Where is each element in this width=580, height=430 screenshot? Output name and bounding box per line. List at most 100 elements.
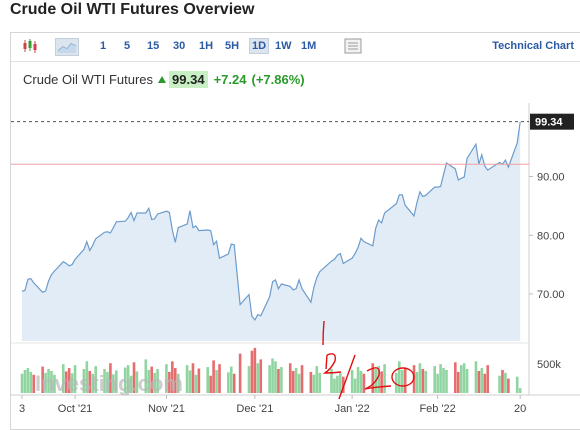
technical-chart-link[interactable]: Technical Chart bbox=[492, 40, 574, 52]
volume-bar bbox=[132, 362, 136, 393]
price-change-percent: (+7.86%) bbox=[251, 72, 305, 87]
timeframe-1m[interactable]: 1M bbox=[301, 40, 317, 52]
volume-bar bbox=[445, 369, 448, 393]
volume-bar bbox=[156, 369, 159, 393]
volume-bar bbox=[147, 369, 151, 393]
x-tick-label: Dec '21 bbox=[236, 403, 273, 415]
timeframe-5[interactable]: 5 bbox=[124, 40, 131, 52]
volume-bar bbox=[112, 374, 115, 393]
volume-bar bbox=[336, 375, 339, 393]
volume-bar bbox=[61, 364, 65, 393]
volume-bar bbox=[459, 365, 463, 393]
volume-bar bbox=[29, 371, 33, 393]
annotation-digit-0 bbox=[391, 367, 415, 387]
volume-bar bbox=[218, 364, 221, 393]
volume-bar bbox=[188, 370, 192, 393]
volume-bar bbox=[400, 369, 404, 393]
table-icon[interactable] bbox=[344, 38, 362, 54]
volume-bar bbox=[294, 368, 298, 393]
volume-bar bbox=[70, 373, 74, 393]
x-tick-label: Oct '21 bbox=[58, 403, 93, 415]
annotation-digit-2b bbox=[364, 367, 392, 390]
volume-bar bbox=[209, 375, 212, 393]
volume-bar bbox=[88, 370, 92, 393]
volume-bar bbox=[465, 369, 469, 393]
volume-bar bbox=[398, 361, 401, 393]
volume-bar bbox=[341, 376, 345, 393]
x-tick-label: Jan '22 bbox=[335, 403, 370, 415]
volume-bar bbox=[403, 368, 407, 393]
volume-bar bbox=[256, 363, 260, 393]
volume-bar bbox=[462, 363, 466, 393]
volume-bar bbox=[168, 371, 171, 393]
x-tick-label: Nov '21 bbox=[148, 403, 185, 415]
timeframe-1[interactable]: 1 bbox=[100, 40, 107, 52]
volume-bar bbox=[173, 368, 177, 393]
up-arrow-icon bbox=[158, 76, 167, 83]
volume-bar bbox=[91, 373, 95, 393]
price-line[interactable] bbox=[21, 121, 521, 321]
volume-bar bbox=[439, 364, 442, 393]
annotation-digit-1 bbox=[322, 320, 325, 346]
volume-bar bbox=[395, 372, 398, 393]
volume-bar bbox=[67, 368, 71, 393]
timeframe-5h[interactable]: 5H bbox=[225, 40, 240, 52]
volume-bar bbox=[194, 374, 198, 393]
timeframe-1h[interactable]: 1H bbox=[199, 40, 214, 52]
volume-bar bbox=[47, 369, 50, 393]
area-chart-icon[interactable] bbox=[55, 38, 79, 56]
volume-bar bbox=[150, 366, 153, 393]
volume-bar bbox=[480, 368, 484, 393]
volume-bar bbox=[44, 372, 47, 393]
volume-bar bbox=[350, 369, 354, 393]
volume-bar bbox=[318, 372, 322, 393]
candlestick-icon[interactable] bbox=[21, 38, 39, 54]
volume-bar bbox=[176, 373, 180, 393]
volume-bar bbox=[507, 378, 510, 393]
volume-bar bbox=[85, 361, 89, 393]
volume-bar bbox=[171, 361, 174, 393]
volume-bar bbox=[333, 378, 336, 393]
last-price-label: 99.34 bbox=[535, 117, 563, 129]
volume-bar bbox=[165, 364, 168, 393]
volume-bar bbox=[135, 371, 139, 393]
volume-bar bbox=[82, 369, 86, 393]
volume-bar bbox=[383, 364, 386, 393]
volume-bar bbox=[129, 375, 133, 393]
volume-bar bbox=[144, 359, 148, 393]
volume-bar bbox=[32, 374, 36, 393]
volume-bar bbox=[424, 370, 428, 393]
volume-bar bbox=[123, 367, 127, 393]
x-tick-label: 20 bbox=[514, 403, 526, 415]
volume-bar bbox=[53, 374, 56, 393]
timeframe-30[interactable]: 30 bbox=[173, 40, 186, 52]
watermark-logo: Investing.com bbox=[35, 371, 183, 396]
volume-bar bbox=[353, 378, 357, 393]
volume-bar bbox=[185, 365, 189, 393]
timeframe-1w[interactable]: 1W bbox=[275, 40, 292, 52]
volume-bar bbox=[94, 366, 97, 393]
volume-bar bbox=[64, 371, 68, 393]
price-chart[interactable]: 70.00 80.00 90.00 500k Investing.com 99.34 3 Oc… bbox=[11, 33, 580, 429]
volume-bar bbox=[280, 367, 283, 393]
price-change: +7.24 bbox=[213, 72, 247, 87]
annotation-digit-2 bbox=[322, 353, 342, 374]
x-tick-label: 3 bbox=[19, 403, 25, 415]
volume-bar bbox=[474, 361, 478, 393]
volume-bar bbox=[109, 363, 112, 393]
volume-bar bbox=[250, 350, 254, 393]
timeframe-1d[interactable]: 1D bbox=[249, 38, 270, 54]
volume-bar bbox=[486, 365, 490, 393]
volume-bar bbox=[126, 365, 130, 393]
volume-bar bbox=[454, 362, 457, 393]
volume-bar bbox=[362, 373, 366, 393]
volume-bar bbox=[206, 367, 210, 393]
volume-bar bbox=[477, 370, 481, 393]
volume-bar bbox=[26, 368, 30, 393]
volume-bar bbox=[421, 369, 425, 393]
volume-bar bbox=[415, 371, 419, 393]
timeframe-15[interactable]: 15 bbox=[147, 40, 160, 52]
volume-bar bbox=[232, 373, 236, 393]
volume-bar bbox=[20, 373, 24, 393]
x-tick-label: Feb '22 bbox=[419, 403, 455, 415]
